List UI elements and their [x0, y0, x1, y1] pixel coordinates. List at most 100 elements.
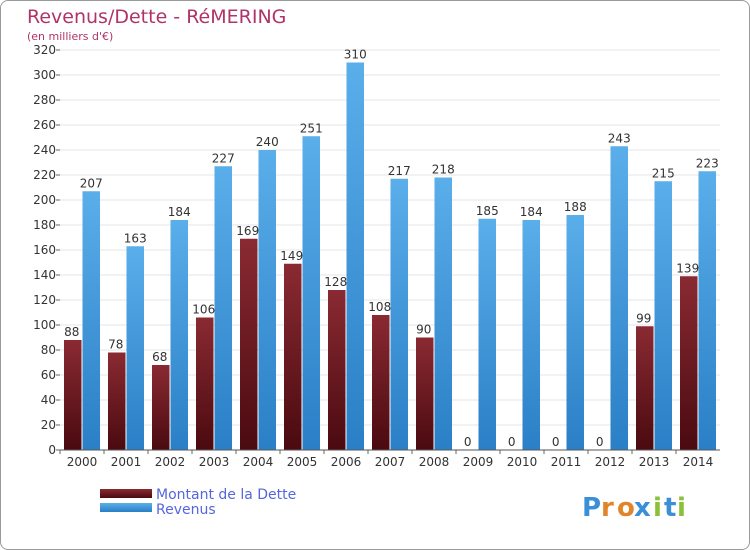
x-tick-label: 2008	[419, 455, 450, 469]
x-tick-label: 2001	[111, 455, 142, 469]
logo-letter: x	[634, 493, 651, 523]
y-tick-label: 120	[33, 293, 56, 307]
y-tick-label: 220	[33, 168, 56, 182]
data-label: 185	[476, 204, 499, 218]
logo-letter: t	[664, 493, 676, 523]
data-label: 207	[80, 176, 103, 190]
logo-letter: P	[582, 493, 601, 523]
y-tick-label: 40	[41, 393, 56, 407]
data-label: 90	[416, 323, 431, 337]
x-tick-label: 2005	[287, 455, 318, 469]
data-label: 169	[236, 224, 259, 238]
data-label: 215	[652, 166, 675, 180]
data-labels: 88 207 78 163 68 184 106 227 169 240 149 251 128 310 1…	[64, 48, 719, 450]
x-tick-label: 2006	[331, 455, 362, 469]
data-label: 139	[676, 261, 699, 275]
x-tick-label: 2009	[463, 455, 494, 469]
data-label: 99	[636, 311, 651, 325]
bar-debt	[416, 337, 434, 450]
bar-revenus	[478, 218, 496, 450]
legend-label-revenus: Revenus	[156, 502, 216, 518]
logo-letter: o	[617, 493, 635, 523]
data-label: 184	[168, 205, 191, 219]
y-tick-label: 0	[48, 443, 56, 457]
bar-revenus	[170, 220, 188, 450]
data-label: 217	[388, 164, 411, 178]
y-tick-label: 80	[41, 343, 56, 357]
bar-revenus	[610, 146, 628, 450]
bar-revenus	[522, 220, 540, 450]
logo-letter: i	[653, 493, 662, 523]
bar-debt	[284, 263, 302, 450]
chart-subtitle: (en milliers d'€)	[27, 30, 113, 43]
bar-revenus	[390, 178, 408, 450]
data-label: 68	[152, 350, 167, 364]
data-label: 188	[564, 200, 587, 214]
y-tick-label: 240	[33, 143, 56, 157]
data-label: 223	[696, 156, 719, 170]
y-tick-label: 160	[33, 243, 56, 257]
y-tick-label: 140	[33, 268, 56, 282]
data-label: 243	[608, 131, 631, 145]
y-tick-label: 260	[33, 118, 56, 132]
bar-debt	[328, 290, 346, 450]
x-tick-label: 2010	[507, 455, 538, 469]
bar-debt	[680, 276, 698, 450]
logo-letter: r	[601, 493, 614, 523]
data-label: 0	[596, 435, 604, 449]
x-tick-label: 2013	[639, 455, 670, 469]
bar-debt	[64, 340, 82, 450]
data-label: 128	[324, 275, 347, 289]
x-tick-label: 2002	[155, 455, 186, 469]
y-tick-label: 20	[41, 418, 56, 432]
data-label: 163	[124, 231, 147, 245]
legend: Montant de la Dette Revenus	[100, 487, 296, 518]
x-tick-label: 2012	[595, 455, 626, 469]
data-label: 0	[552, 435, 560, 449]
bar-debt	[372, 315, 390, 450]
data-label: 218	[432, 163, 455, 177]
bar-debt	[108, 352, 126, 450]
bar-debt	[196, 317, 214, 450]
x-tick-label: 2004	[243, 455, 274, 469]
bar-revenus	[126, 246, 144, 450]
data-label: 0	[508, 435, 516, 449]
bar-debt	[152, 365, 170, 450]
legend-label-debt: Montant de la Dette	[156, 487, 296, 503]
y-tick-label: 180	[33, 218, 56, 232]
data-label: 78	[108, 338, 123, 352]
y-tick-label: 100	[33, 318, 56, 332]
data-label: 310	[344, 48, 367, 62]
data-label: 108	[368, 300, 391, 314]
y-tick-label: 280	[33, 93, 56, 107]
bar-revenus	[214, 166, 232, 450]
x-tick-label: 2011	[551, 455, 582, 469]
data-label: 251	[300, 121, 323, 135]
y-tick-label: 200	[33, 193, 56, 207]
x-tick-label: 2000	[67, 455, 98, 469]
data-label: 0	[464, 435, 472, 449]
y-tick-label: 300	[33, 68, 56, 82]
data-label: 240	[256, 135, 279, 149]
legend-swatch-debt	[100, 489, 152, 498]
data-label: 227	[212, 151, 235, 165]
bar-revenus	[698, 171, 716, 450]
logo-letter: i	[677, 493, 686, 523]
x-axis-ticks: 2000 2001 2002 2003 2004 2005 2006 2007 2008 2009…	[59, 450, 714, 469]
y-axis-ticks: 0 20 40 60 80 100 120 140 160 180 200 220 240 260 280 3…	[33, 43, 60, 457]
bar-revenus	[258, 150, 276, 450]
bars	[64, 62, 716, 450]
bar-debt	[636, 326, 654, 450]
bar-revenus	[566, 215, 584, 450]
y-tick-label: 320	[33, 43, 56, 57]
bar-debt	[240, 238, 258, 450]
y-tick-label: 60	[41, 368, 56, 382]
data-label: 88	[64, 325, 79, 339]
x-tick-label: 2014	[683, 455, 714, 469]
x-tick-label: 2003	[199, 455, 230, 469]
bar-revenus	[82, 191, 100, 450]
data-label: 106	[192, 303, 215, 317]
bar-revenus	[434, 177, 452, 450]
legend-swatch-revenus	[100, 503, 152, 512]
